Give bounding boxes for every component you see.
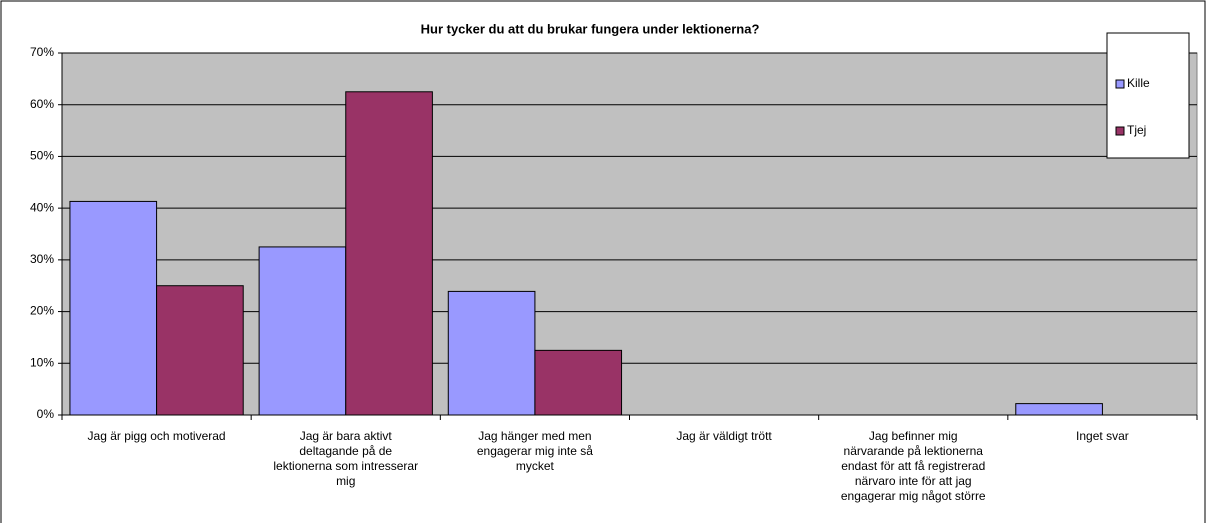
y-tick-label: 0% — [37, 407, 55, 421]
legend-label: Kille — [1127, 76, 1150, 90]
legend-box — [1106, 32, 1190, 159]
bar — [69, 200, 158, 416]
x-tick-label: Inget svar — [1076, 429, 1129, 443]
y-tick-label: 40% — [30, 200, 54, 214]
legend-swatch — [1115, 79, 1125, 89]
x-tick-label: Jag hänger med men engagerar mig inte så… — [476, 429, 593, 473]
y-tick-label: 60% — [30, 97, 54, 111]
y-tick-label: 30% — [30, 252, 54, 266]
legend-label: Tjej — [1127, 123, 1146, 137]
bar — [345, 91, 433, 416]
bar — [156, 285, 244, 416]
legend-swatch — [1115, 126, 1125, 136]
bar — [258, 246, 347, 416]
chart-title: Hur tycker du att du brukar fungera unde… — [421, 21, 760, 36]
bar — [1015, 403, 1103, 416]
bar — [534, 349, 623, 416]
x-tick-label: Jag är bara aktivt deltagande på de lekt… — [273, 429, 419, 488]
y-tick-label: 70% — [30, 45, 54, 59]
x-tick-label: Jag är väldigt trött — [676, 429, 772, 443]
y-tick-label: 20% — [30, 304, 54, 318]
x-tick-label: Jag är pigg och motiverad — [87, 429, 226, 443]
y-tick-label: 10% — [30, 355, 54, 369]
bar — [447, 290, 536, 416]
y-tick-label: 50% — [30, 149, 54, 163]
x-tick-label: Jag befinner mig närvarande på lektioner… — [840, 429, 986, 503]
plot-area — [61, 52, 1198, 416]
